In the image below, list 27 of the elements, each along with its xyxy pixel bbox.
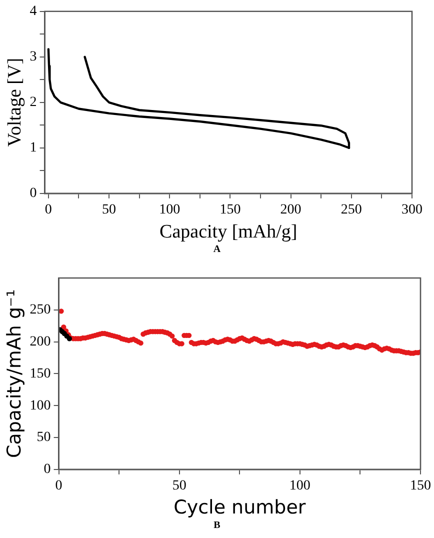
x-tick-label: 50 xyxy=(172,478,186,494)
y-tick-label: 50 xyxy=(36,430,51,446)
x-tick-label: 150 xyxy=(220,202,241,218)
y-tick-label: 1 xyxy=(30,140,37,156)
y-tick-label: 100 xyxy=(30,398,51,414)
x-tick-label: 100 xyxy=(289,478,310,494)
x-tick-label: 100 xyxy=(159,202,180,218)
y-tick-label: 4 xyxy=(30,4,37,20)
y-axis-title: Capacity/mAh g⁻¹ xyxy=(3,289,26,458)
x-tick-label: 200 xyxy=(280,202,302,218)
y-tick-label: 250 xyxy=(30,302,51,318)
y-axis-title: Voltage [V] xyxy=(4,58,26,147)
x-tick-label: 300 xyxy=(402,202,422,218)
y-tick-label: 0 xyxy=(44,462,51,478)
x-tick-label: 150 xyxy=(410,478,431,494)
y-tick-label: 200 xyxy=(30,334,51,350)
x-tick-label: 50 xyxy=(102,202,116,218)
y-tick-label: 150 xyxy=(30,366,51,382)
y-tick-label: 0 xyxy=(30,186,37,202)
x-axis-title: Cycle number xyxy=(174,496,306,519)
text: A xyxy=(212,244,222,257)
y-tick-label: 2 xyxy=(30,95,37,110)
text: B xyxy=(212,520,222,533)
x-tick-label: 0 xyxy=(55,478,62,494)
y-tick-label: 3 xyxy=(30,50,37,65)
x-tick-label: 250 xyxy=(340,202,362,218)
x-axis-title: Capacity [mAh/g] xyxy=(160,222,298,243)
